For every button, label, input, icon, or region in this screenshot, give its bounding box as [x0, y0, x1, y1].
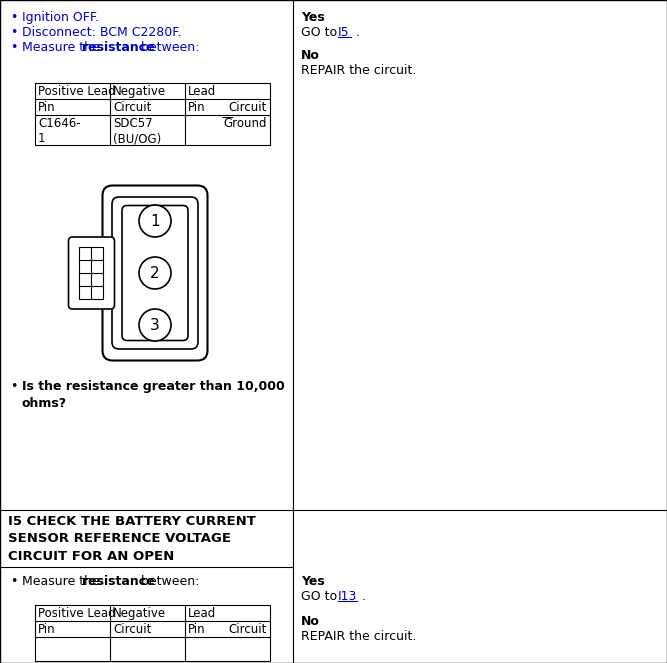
Text: GO to: GO to	[301, 26, 341, 39]
Text: Negative: Negative	[113, 85, 166, 98]
Text: Positive Lead: Positive Lead	[38, 85, 115, 98]
Text: Pin: Pin	[188, 623, 205, 636]
Text: Measure the: Measure the	[22, 41, 104, 54]
Text: No: No	[301, 49, 320, 62]
Text: Circuit: Circuit	[113, 623, 151, 636]
Text: I13: I13	[338, 590, 358, 603]
Text: 2: 2	[150, 265, 160, 280]
Text: Pin: Pin	[38, 623, 55, 636]
Text: 3: 3	[150, 318, 160, 333]
Text: resistance: resistance	[82, 41, 155, 54]
Text: Disconnect: BCM C2280F.: Disconnect: BCM C2280F.	[22, 26, 181, 39]
Text: Circuit: Circuit	[229, 101, 267, 114]
Circle shape	[139, 205, 171, 237]
Text: Pin: Pin	[38, 101, 55, 114]
Text: Lead: Lead	[188, 85, 216, 98]
Bar	[35, 83, 270, 145]
FancyBboxPatch shape	[103, 186, 207, 361]
Text: between:: between:	[137, 41, 199, 54]
Text: resistance: resistance	[82, 575, 155, 588]
Text: Is the resistance greater than 10,000
ohms?: Is the resistance greater than 10,000 oh…	[22, 380, 285, 410]
Text: •: •	[10, 11, 17, 24]
Text: Lead: Lead	[188, 607, 216, 620]
Circle shape	[139, 309, 171, 341]
FancyBboxPatch shape	[112, 197, 198, 349]
Text: I5 CHECK THE BATTERY CURRENT
SENSOR REFERENCE VOLTAGE
CIRCUIT FOR AN OPEN: I5 CHECK THE BATTERY CURRENT SENSOR REFE…	[8, 515, 256, 563]
Text: Yes: Yes	[301, 11, 325, 24]
Text: .: .	[358, 590, 366, 603]
Text: Circuit: Circuit	[113, 101, 151, 114]
FancyBboxPatch shape	[122, 206, 188, 341]
Text: REPAIR the circuit.: REPAIR the circuit.	[301, 630, 416, 643]
Text: SDC57
(BU/OG): SDC57 (BU/OG)	[113, 117, 161, 145]
Text: Positive Lead: Positive Lead	[38, 607, 115, 620]
Text: .: .	[352, 26, 360, 39]
Text: •: •	[10, 41, 17, 54]
Text: GO to: GO to	[301, 590, 341, 603]
Text: between:: between:	[137, 575, 199, 588]
Text: Negative: Negative	[113, 607, 166, 620]
Text: •: •	[10, 380, 17, 393]
Text: REPAIR the circuit.: REPAIR the circuit.	[301, 64, 416, 77]
Text: •: •	[10, 575, 17, 588]
Text: C1646-
1: C1646- 1	[38, 117, 81, 145]
Text: 1: 1	[150, 213, 160, 229]
Text: Ignition OFF.: Ignition OFF.	[22, 11, 99, 24]
Text: I5: I5	[338, 26, 350, 39]
Text: —: —	[221, 111, 233, 124]
Text: •: •	[10, 26, 17, 39]
Text: Pin: Pin	[188, 101, 205, 114]
FancyBboxPatch shape	[69, 237, 115, 309]
Circle shape	[139, 257, 171, 289]
Bar	[79, 247, 103, 299]
Text: Ground: Ground	[223, 117, 267, 130]
Text: No: No	[301, 615, 320, 628]
Text: Yes: Yes	[301, 575, 325, 588]
Text: Circuit: Circuit	[229, 623, 267, 636]
Bar	[35, 605, 270, 661]
Text: Measure the: Measure the	[22, 575, 104, 588]
